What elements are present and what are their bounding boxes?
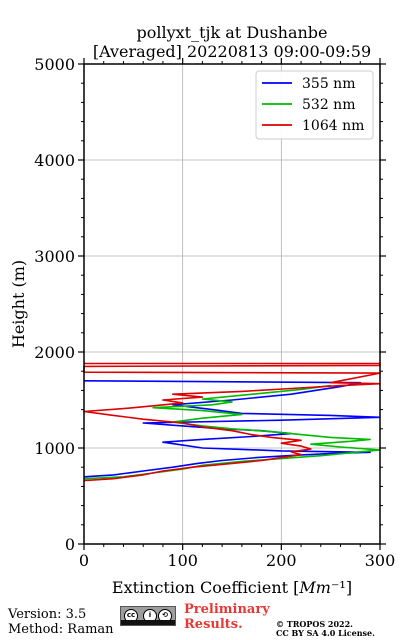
- legend: 355 nm 532 nm 1064 nm: [255, 70, 374, 140]
- preliminary-notice: Preliminary Results.: [184, 602, 270, 632]
- chart-title-line2: [Averaged] 20220813 09:00-09:59: [92, 42, 372, 61]
- plot-frame: [83, 63, 381, 545]
- y-tick-label: 3000: [34, 247, 75, 266]
- chart-title-line1: pollyxt_tjk at Dushanbe: [136, 23, 328, 42]
- preliminary-line1: Preliminary: [184, 602, 270, 617]
- x-tick-label: 0: [79, 551, 89, 570]
- y-tick-label: 4000: [34, 151, 75, 170]
- y-tick-label: 0: [65, 535, 75, 554]
- x-tick-label: 100: [167, 551, 198, 570]
- copyright-line2: CC BY SA 4.0 License.: [276, 628, 375, 638]
- x-tick-label: 300: [365, 551, 396, 570]
- y-axis-label: Height (m): [9, 260, 28, 348]
- version-label: Version: 3.5: [8, 607, 87, 622]
- y-tick-label: 5000: [34, 55, 75, 74]
- legend-frame: [255, 70, 374, 140]
- series-line-2: [83, 362, 381, 482]
- copyright-line1: © TROPOS 2022.: [276, 619, 353, 629]
- cc-strip: [121, 620, 175, 625]
- legend-label-2: 1064 nm: [302, 118, 364, 134]
- series-line-1: [83, 384, 381, 480]
- x-tick-label: 200: [266, 551, 297, 570]
- cc-license-badge: cc i ⟲: [120, 606, 176, 626]
- y-tick-label: 2000: [34, 343, 75, 362]
- legend-label-1: 532 nm: [302, 97, 355, 113]
- copyright-notice: © TROPOS 2022. CC BY SA 4.0 License.: [276, 620, 375, 638]
- method-label: Method: Raman: [8, 622, 114, 637]
- y-tick-label: 1000: [34, 439, 75, 458]
- series-layer: [83, 362, 381, 482]
- by-icon: i: [143, 609, 157, 623]
- x-axis-label: Extinction Coefficient [Mm⁻¹]: [112, 578, 352, 597]
- legend-label-0: 355 nm: [302, 76, 355, 92]
- preliminary-line2: Results.: [184, 617, 243, 632]
